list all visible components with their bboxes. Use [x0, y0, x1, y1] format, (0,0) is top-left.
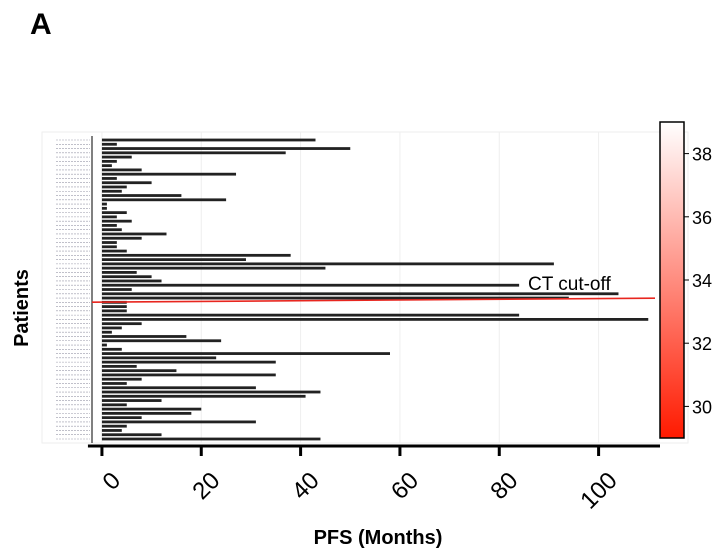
bar [101, 245, 117, 249]
bar [101, 403, 127, 407]
bar [101, 411, 192, 415]
bar [101, 168, 142, 172]
bar [101, 177, 117, 180]
bar [101, 292, 619, 296]
x-tick-label: 40 [287, 467, 325, 505]
plot-frame [41, 131, 689, 444]
panel-label: A [30, 8, 52, 41]
colorbar-tick-label: 36 [692, 208, 712, 228]
bar [101, 369, 177, 373]
bar [101, 198, 227, 202]
colorbar-tick-label: 38 [692, 145, 712, 165]
x-tick-label: 60 [386, 467, 424, 505]
bar [101, 249, 127, 253]
x-axis-ticks: 0 20 40 60 80 100 [98, 446, 623, 514]
bar [101, 202, 107, 206]
bar [101, 271, 137, 274]
bar [101, 429, 122, 432]
bar [101, 382, 127, 385]
bar [101, 433, 162, 437]
bar [101, 155, 132, 159]
bar [101, 147, 351, 150]
bar [101, 266, 326, 270]
bar [101, 236, 142, 240]
bar [101, 296, 569, 300]
bar [101, 360, 276, 364]
bar [101, 399, 162, 402]
bar [101, 279, 162, 283]
bar [101, 172, 237, 176]
y-axis-title: Patients [11, 269, 33, 347]
bar [101, 241, 117, 244]
bar [101, 224, 117, 227]
bar [101, 416, 142, 420]
bar [101, 262, 554, 266]
bar [101, 305, 127, 308]
bar [101, 164, 112, 168]
colorbar [659, 121, 685, 439]
ct-cutoff-line [91, 297, 656, 303]
bar [101, 318, 649, 321]
bar [101, 253, 291, 257]
bar [101, 339, 222, 343]
bar [101, 420, 256, 424]
x-tick-label: 80 [485, 467, 523, 505]
bar [101, 228, 122, 232]
bar [101, 390, 321, 394]
bar [101, 356, 217, 360]
bar [101, 364, 137, 368]
bar [101, 181, 152, 185]
bar [101, 394, 306, 398]
bar [101, 330, 112, 334]
ct-cutoff-label: CT cut-off [528, 274, 611, 295]
bar [101, 326, 122, 330]
bar [101, 206, 107, 210]
bar [101, 138, 316, 142]
bar [101, 288, 132, 291]
x-tick-label: 20 [187, 467, 225, 505]
bar [101, 258, 246, 261]
bar [101, 189, 122, 193]
bar [101, 313, 520, 317]
x-tick-label: 100 [575, 467, 622, 514]
colorbar-ticks: 30 32 34 36 38 [684, 145, 712, 417]
bar [101, 151, 286, 155]
bar [101, 185, 127, 189]
bar [101, 437, 321, 441]
bar [101, 283, 520, 287]
bar [101, 219, 132, 223]
x-tick-label: 0 [98, 467, 127, 496]
bar-series [101, 138, 649, 441]
bar [101, 347, 122, 351]
colorbar-tick-label: 30 [692, 397, 712, 417]
bar [101, 309, 127, 313]
bar [101, 142, 117, 146]
bar [101, 352, 390, 355]
bar [101, 335, 187, 338]
colorbar-tick-label: 32 [692, 334, 712, 354]
bar [101, 194, 182, 197]
bar [101, 407, 202, 411]
patient-tick-labels [56, 136, 93, 443]
bar [101, 386, 256, 390]
bar [101, 159, 117, 163]
bar [101, 322, 142, 326]
bar [101, 343, 107, 347]
bar [101, 211, 127, 215]
bar [101, 424, 127, 428]
bar [101, 232, 167, 236]
colorbar-tick-label: 34 [692, 271, 712, 291]
bar [101, 215, 117, 219]
bar [101, 377, 142, 381]
bar [101, 275, 152, 279]
bar [101, 373, 276, 377]
x-axis-title: PFS (Months) [314, 527, 443, 549]
